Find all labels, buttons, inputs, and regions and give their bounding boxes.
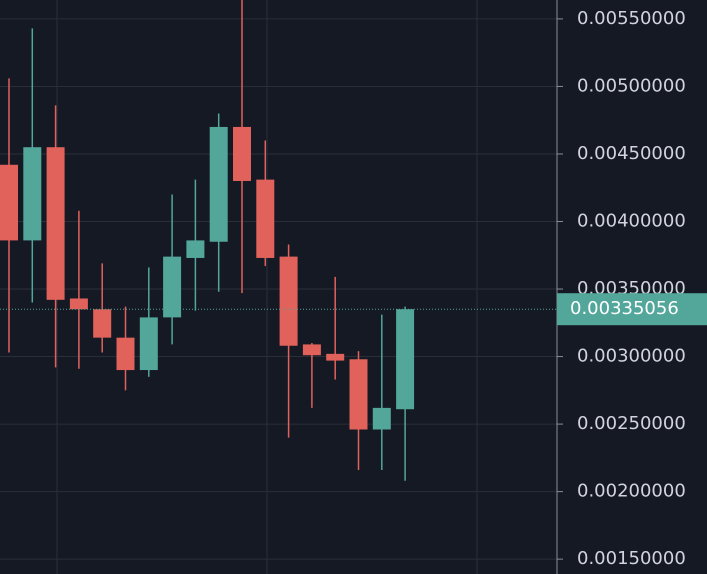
candle-body <box>256 179 275 258</box>
y-tick-label: 0.00250000 <box>577 413 686 434</box>
y-tick-label: 0.00300000 <box>577 346 686 367</box>
candle-body <box>23 147 42 241</box>
y-tick-label: 0.00400000 <box>577 210 686 231</box>
y-tick-label: 0.00550000 <box>577 8 686 29</box>
candles <box>0 0 557 481</box>
candle-body <box>139 317 158 371</box>
candle-body <box>46 147 65 300</box>
candle-body <box>326 353 345 361</box>
candle-body <box>279 256 298 346</box>
y-tick-label: 0.00450000 <box>577 143 686 164</box>
candle-body <box>186 240 205 258</box>
candle-body <box>233 126 251 181</box>
candle-body <box>116 337 135 371</box>
candle-body <box>372 407 391 430</box>
price-axis: 0.00550000 0.00500000 0.00450000 0.00400000… <box>556 0 707 574</box>
candle-body <box>302 344 321 356</box>
candle-body <box>93 309 112 338</box>
candle-body <box>396 309 415 410</box>
candle-body <box>209 126 228 242</box>
candle-body <box>349 359 368 430</box>
y-tick-label: 0.00200000 <box>577 481 686 502</box>
candle-body <box>163 256 182 318</box>
candle-body <box>69 298 88 310</box>
last-price-box <box>557 293 707 326</box>
grid <box>0 18 557 560</box>
y-tick-label: 0.00500000 <box>577 75 686 96</box>
y-tick-label: 0.00150000 <box>577 548 686 569</box>
candle-body <box>0 164 18 241</box>
last-price-label: 0.00335056 <box>570 298 679 319</box>
